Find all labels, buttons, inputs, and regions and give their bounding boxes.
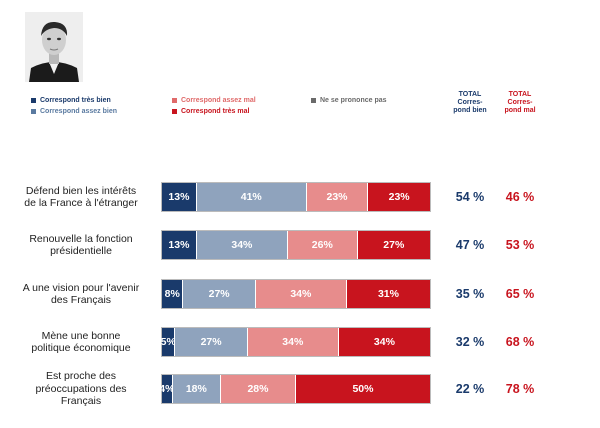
total-mal-value: 53 % [505, 238, 535, 252]
legend-label: Correspond très mal [181, 108, 250, 115]
bar-segment: 27% [183, 280, 256, 308]
legend-swatch [172, 98, 177, 103]
total-mal-header-line: pond mal [504, 107, 536, 114]
data-label: 50% [352, 383, 374, 395]
bar-segment: 28% [220, 375, 296, 403]
data-label: 28% [247, 383, 269, 395]
category-label-line: Renouvelle la fonction [29, 232, 133, 245]
legend-label: Ne se prononce pas [320, 97, 387, 104]
category-label: Mène une bonne politique économique [10, 330, 152, 355]
data-label: 27% [200, 336, 222, 348]
legend-swatch [172, 109, 177, 114]
bar-segment: 13% [162, 183, 197, 211]
data-label: 4% [159, 383, 175, 395]
bar-segment: 34% [338, 328, 430, 356]
data-label: 34% [290, 288, 312, 300]
bar-segment: 18% [172, 375, 221, 403]
total-mal-value: 46 % [505, 190, 535, 204]
legend-item: Correspond assez mal [172, 97, 256, 104]
total-mal-value: 65 % [505, 287, 535, 301]
bar-segment: 50% [295, 375, 430, 403]
bar-row: 8% 27% 34% 31% [161, 279, 431, 309]
data-label: 23% [388, 191, 410, 203]
bar-segment: 41% [196, 183, 307, 211]
category-label-line: Mène une bonne [41, 329, 121, 342]
bar-segment: 13% [162, 231, 197, 259]
data-label: 31% [377, 288, 399, 300]
portrait-photo [25, 12, 83, 82]
bar-segment: 31% [346, 280, 430, 308]
legend-label: Correspond assez bien [40, 108, 118, 115]
total-bien-value: 35 % [455, 287, 485, 301]
total-mal-header-line: TOTAL [508, 91, 532, 98]
bar-segment: 34% [247, 328, 339, 356]
data-label: 26% [311, 239, 333, 251]
bar-segment: 34% [196, 231, 288, 259]
category-label: Est proche des préoccupations des Français [10, 370, 152, 408]
category-label-line: de la France à l'étranger [24, 197, 138, 209]
bar-segment: 23% [306, 183, 369, 211]
category-label-line: politique économique [31, 342, 131, 354]
category-label-line: Français [60, 395, 102, 408]
bar-segment: 4% [159, 375, 175, 403]
total-bien-header-line: pond bien [453, 107, 487, 114]
total-mal-value: 68 % [505, 335, 535, 349]
legend-swatch [31, 109, 36, 114]
legend-item: Correspond très mal [172, 108, 249, 115]
data-label: 34% [282, 336, 304, 348]
data-label: 41% [240, 191, 262, 203]
total-bien-header: TOTAL Corres- pond bien [445, 91, 495, 115]
legend-item: Correspond assez bien [31, 108, 117, 115]
category-label-line: présidentielle [50, 245, 112, 257]
data-label: 23% [326, 191, 348, 203]
data-label: 13% [168, 191, 190, 203]
data-label: 27% [208, 288, 230, 300]
bar-segment: 34% [255, 280, 347, 308]
data-label: 34% [231, 239, 253, 251]
bar-row: 5% 27% 34% 34% [161, 327, 431, 357]
legend-swatch [311, 98, 316, 103]
bar-segment: 27% [357, 231, 430, 259]
legend-swatch [31, 98, 36, 103]
bar-row: 13% 34% 26% 27% [161, 230, 431, 260]
bar-row: 4% 18% 28% 50% [159, 374, 431, 404]
total-bien-value: 47 % [455, 238, 485, 252]
total-bien-value: 22 % [455, 382, 485, 396]
data-label: 18% [185, 383, 207, 395]
data-label: 13% [168, 239, 190, 251]
data-label: 5% [160, 336, 176, 348]
data-label: 27% [383, 239, 405, 251]
total-bien-header-line: TOTAL [458, 91, 482, 98]
total-bien-value: 54 % [455, 190, 485, 204]
category-label-line: A une vision pour l'avenir [22, 281, 140, 294]
category-label: A une vision pour l'avenir des Français [10, 282, 152, 307]
total-mal-header: TOTAL Corres- pond mal [495, 91, 545, 115]
bar-segment: 27% [175, 328, 248, 356]
data-label: 8% [164, 288, 180, 300]
category-label-line: préoccupations des [35, 382, 127, 395]
category-label: Défend bien les intérêts de la France à l… [10, 185, 152, 210]
bar-segment: 8% [162, 280, 184, 308]
total-mal-value: 78 % [505, 382, 535, 396]
bar-segment: 5% [160, 328, 176, 356]
category-label-line: Défend bien les intérêts [25, 184, 137, 197]
legend-label: Correspond très bien [40, 97, 111, 104]
legend-item: Ne se prononce pas [311, 97, 387, 104]
bar-row: 13% 41% 23% 23% [161, 182, 431, 212]
category-label: Renouvelle la fonction présidentielle [10, 233, 152, 258]
data-label: 34% [373, 336, 395, 348]
legend-label: Correspond assez mal [181, 97, 256, 104]
category-label-line: Est proche des [45, 370, 117, 383]
total-mal-header-line: Corres- [507, 99, 533, 106]
bar-segment: 26% [287, 231, 358, 259]
total-bien-value: 32 % [455, 335, 485, 349]
bar-segment: 23% [368, 183, 430, 211]
category-label-line: des Français [50, 294, 112, 306]
legend-item: Correspond très bien [31, 97, 111, 104]
total-bien-header-line: Corres- [457, 99, 483, 106]
